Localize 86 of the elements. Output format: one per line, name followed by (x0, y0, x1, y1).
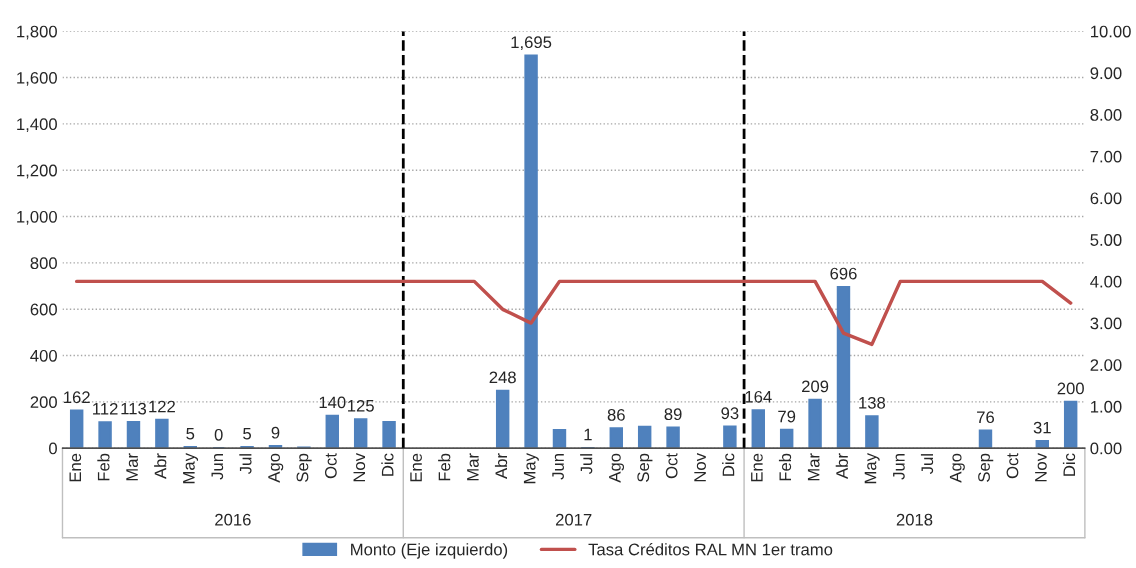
x-tick-label: Abr (154, 453, 167, 479)
x-tick-label: Jul (239, 454, 252, 475)
x-tick-label: Feb (438, 453, 451, 481)
data-label: 1 (584, 428, 592, 441)
x-tick-label: Sep (637, 453, 653, 482)
data-label: 0 (214, 428, 223, 441)
x-tick-label: Jul (580, 454, 593, 475)
x-tick-label: Feb (778, 453, 792, 481)
data-label: 696 (830, 267, 857, 280)
x-tick-label: Dic (1062, 453, 1076, 476)
x-tick-label: Mar (807, 453, 820, 481)
x-tick-label: Nov (1035, 453, 1047, 482)
data-label: 1,695 (511, 36, 552, 51)
y2-tick-label: 7.00 (1090, 150, 1122, 163)
data-label: 113 (121, 402, 147, 415)
data-label: 209 (802, 380, 829, 393)
x-tick-label: Nov (694, 453, 706, 482)
y2-tick-label: 4.00 (1090, 275, 1122, 288)
data-label: 140 (319, 396, 346, 409)
data-label: 9 (271, 426, 280, 439)
x-tick-label: Ago (268, 453, 284, 483)
x-tick-label: Ago (949, 453, 965, 483)
x-tick-label: Jun (211, 454, 224, 480)
x-tick-label: May (864, 453, 880, 484)
legend-label: Monto (Eje izquierdo) (351, 543, 508, 559)
data-label: 93 (721, 407, 739, 420)
data-label: 89 (664, 408, 682, 421)
x-tick-label: Mar (467, 453, 479, 481)
y-tick-label: 1,000 (17, 210, 57, 225)
x-tick-label: Oct (665, 453, 678, 479)
y-tick-label: 1,200 (17, 164, 57, 179)
x-tick-label: Jun (552, 454, 564, 480)
x-tick-label: Nov (353, 453, 366, 482)
x-tick-label: Abr (494, 453, 508, 479)
x-tick-label: Jun (893, 454, 905, 480)
text: 2017 (555, 513, 592, 526)
x-tick-label: Dic (722, 453, 735, 476)
data-label: 76 (977, 411, 995, 424)
y-tick-label: 400 (30, 349, 57, 362)
x-tick-label: Ene (751, 453, 763, 482)
data-label: 86 (607, 408, 625, 421)
data-label: 164 (745, 390, 772, 403)
data-label: 200 (1057, 382, 1084, 395)
x-tick-label: May (523, 453, 539, 484)
y-tick-label: 600 (30, 303, 57, 316)
y2-tick-label: 5.00 (1090, 234, 1122, 246)
y-tick-label: 1,400 (17, 118, 57, 133)
x-tick-label: Ene (69, 453, 82, 482)
x-tick-label: Ene (410, 453, 422, 482)
data-label: 248 (489, 371, 516, 384)
data-label: 31 (1033, 421, 1051, 434)
x-tick-label: Feb (97, 453, 110, 481)
data-label: 5 (243, 427, 252, 440)
x-tick-label: Sep (296, 453, 312, 482)
data-label: 79 (778, 410, 796, 423)
x-tick-label: Ago (609, 453, 625, 483)
x-tick-label: Mar (126, 453, 138, 481)
data-label: 138 (859, 396, 886, 409)
y-tick-label: 1,600 (17, 71, 57, 86)
y2-tick-label: 9.00 (1090, 67, 1122, 80)
x-tick-label: Oct (324, 453, 337, 479)
y2-tick-label: 3.00 (1090, 317, 1122, 330)
text: 2016 (215, 513, 251, 526)
legend-label: Tasa Créditos RAL MN 1er tramo (588, 542, 833, 556)
x-tick-label: Jul (920, 454, 934, 475)
x-tick-label: Dic (381, 453, 394, 476)
y2-tick-label: 2.00 (1090, 359, 1122, 371)
x-tick-label: May (183, 453, 199, 484)
text: 2018 (896, 513, 933, 526)
data-label: 112 (93, 402, 118, 415)
y-tick-label: 1,800 (17, 25, 57, 40)
y2-tick-label: 0.00 (1090, 442, 1122, 455)
data-label: 122 (149, 400, 175, 413)
x-tick-label: Abr (835, 453, 848, 479)
y-tick-label: 800 (30, 257, 57, 270)
x-tick-label: Oct (1006, 453, 1019, 479)
y2-tick-label: 1.00 (1091, 400, 1122, 413)
y2-tick-label: 10.00 (1091, 25, 1131, 38)
y2-tick-label: 8.00 (1090, 109, 1122, 121)
x-tick-label: Sep (978, 453, 994, 482)
y-tick-label: 200 (30, 396, 57, 409)
y-tick-label: 0 (49, 442, 57, 455)
data-label: 162 (64, 391, 90, 404)
data-label: 5 (186, 427, 195, 440)
y2-tick-label: 6.00 (1090, 192, 1122, 205)
data-label: 125 (348, 399, 374, 412)
